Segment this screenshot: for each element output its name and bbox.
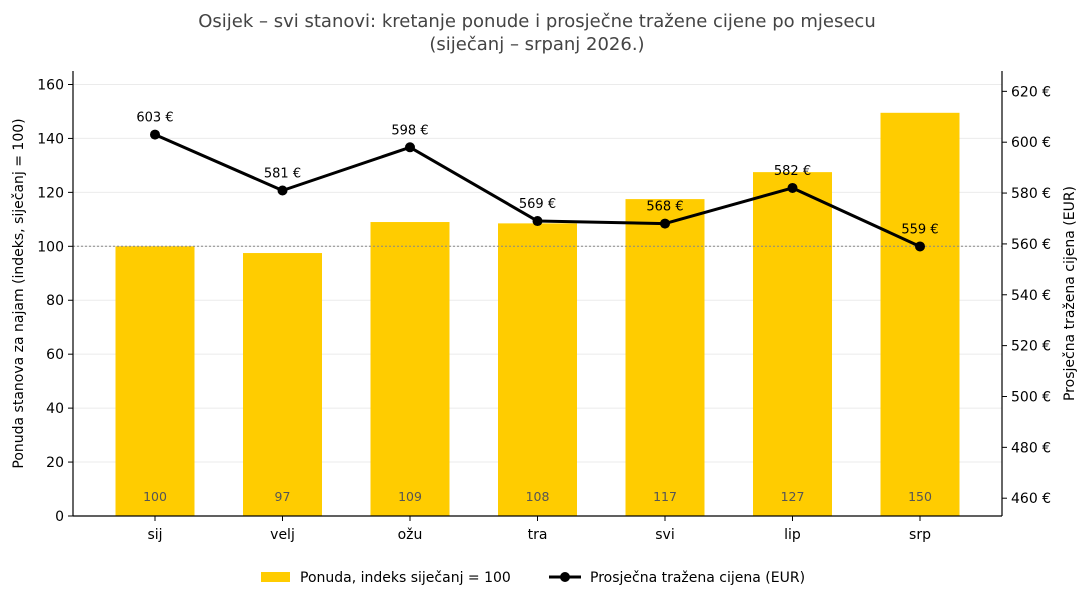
- right-tick-label: 520 €: [1011, 339, 1051, 355]
- left-tick-label: 20: [46, 455, 64, 471]
- x-tick-label: srp: [909, 527, 931, 543]
- x-tick-label: sij: [147, 527, 162, 543]
- price-point: [277, 185, 288, 196]
- right-tick-label: 580 €: [1011, 186, 1051, 202]
- bar: [498, 223, 577, 516]
- y2-axis-label: Prosječna tražena cijena (EUR): [1062, 186, 1078, 401]
- price-data-label: 581 €: [264, 167, 301, 182]
- bar-data-label: 117: [653, 489, 677, 504]
- legend-swatch-bar: [261, 572, 290, 582]
- price-point: [915, 241, 925, 252]
- left-tick-label: 0: [55, 509, 64, 525]
- bar: [625, 199, 705, 516]
- bar-data-label: 108: [526, 489, 550, 504]
- price-point: [405, 142, 415, 153]
- legend-label-line: Prosječna tražena cijena (EUR): [590, 570, 805, 586]
- axes: 0 20 40 60 80 100 120 140 160 460 € 480 € 500 € 520 …: [11, 71, 1078, 543]
- left-tick-label: 80: [46, 293, 64, 309]
- legend-swatch-marker: [560, 572, 570, 582]
- x-tick-label: velj: [270, 527, 295, 543]
- price-data-label: 569 €: [519, 197, 556, 212]
- chart-title: Osijek – svi stanovi: kretanje ponude i …: [198, 11, 875, 32]
- bar-data-label: 109: [398, 489, 422, 504]
- price-data-label: 598 €: [391, 123, 428, 138]
- line-series: 603 € 581 € 598 € 569 € 568 € 582 € 559 €: [136, 111, 939, 252]
- bar: [243, 253, 322, 516]
- bar-data-label: 150: [908, 489, 932, 504]
- legend: Ponuda, indeks siječanj = 100 Prosječna t…: [261, 570, 805, 586]
- x-tick-label: ožu: [398, 527, 423, 543]
- bar: [880, 112, 960, 516]
- left-tick-label: 40: [46, 401, 64, 417]
- bar-data-label: 100: [143, 489, 167, 504]
- x-tick-label: lip: [784, 527, 801, 543]
- right-tick-label: 480 €: [1011, 440, 1051, 456]
- bar: [753, 172, 832, 517]
- right-tick-label: 600 €: [1011, 135, 1051, 151]
- x-tick-label: svi: [655, 527, 674, 543]
- bar: [370, 222, 450, 516]
- price-point: [150, 129, 160, 140]
- left-tick-label: 140: [37, 131, 64, 147]
- bar-data-label: 127: [781, 489, 805, 504]
- right-tick-label: 460 €: [1011, 491, 1051, 507]
- y-axis-label: Ponuda stanova za najam (indeks, siječan…: [11, 118, 27, 468]
- left-tick-label: 60: [46, 347, 64, 363]
- left-tick-label: 100: [37, 239, 64, 255]
- price-data-label: 559 €: [901, 222, 938, 237]
- price-data-label: 603 €: [136, 111, 173, 126]
- price-point: [787, 182, 798, 193]
- left-tick-label: 160: [37, 77, 64, 93]
- right-tick-label: 500 €: [1011, 389, 1051, 405]
- bar-series: 100 97 109 108 117 127 150: [115, 112, 960, 517]
- price-data-label: 582 €: [774, 164, 811, 179]
- price-point: [660, 218, 670, 229]
- left-tick-label: 120: [37, 185, 64, 201]
- price-point: [532, 216, 543, 227]
- chart-subtitle: (siječanj – srpanj 2026.): [429, 34, 644, 55]
- right-tick-label: 620 €: [1011, 84, 1051, 100]
- price-data-label: 568 €: [646, 200, 683, 215]
- legend-label-bar: Ponuda, indeks siječanj = 100: [300, 570, 511, 586]
- right-tick-label: 540 €: [1011, 288, 1051, 304]
- right-tick-label: 560 €: [1011, 237, 1051, 253]
- bar: [115, 246, 195, 516]
- x-tick-label: tra: [528, 527, 548, 543]
- bar-data-label: 97: [275, 489, 291, 504]
